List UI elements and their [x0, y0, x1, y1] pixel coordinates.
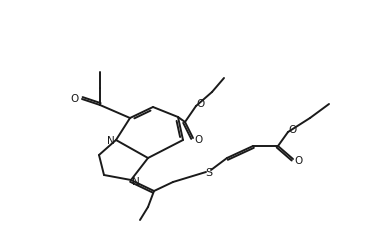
Text: S: S [205, 168, 213, 178]
Text: O: O [289, 125, 297, 135]
Text: O: O [71, 94, 79, 104]
Text: N: N [132, 177, 140, 187]
Text: N: N [107, 136, 115, 146]
Text: O: O [295, 156, 303, 166]
Text: O: O [195, 135, 203, 145]
Text: O: O [197, 99, 205, 109]
